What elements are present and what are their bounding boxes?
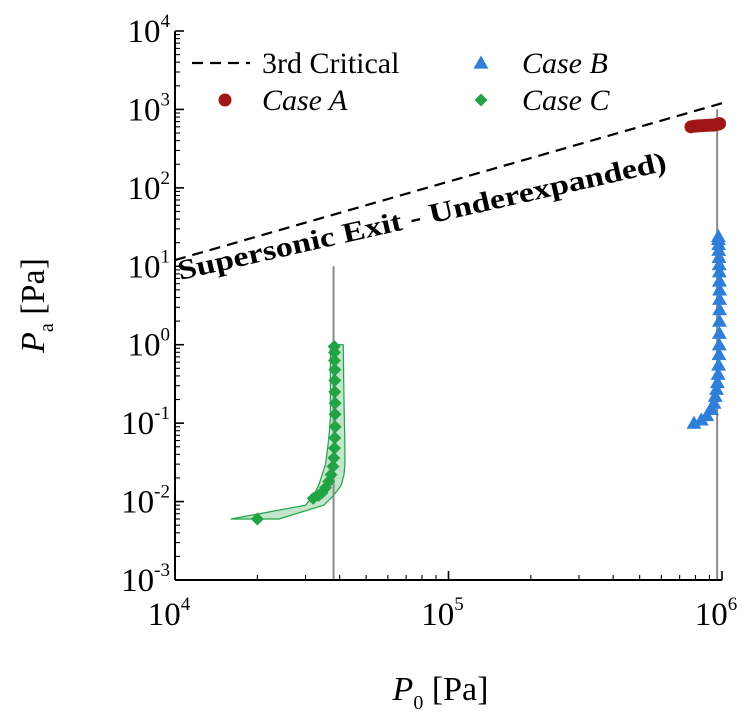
case-c-point	[328, 363, 342, 377]
case-b-point	[711, 257, 727, 271]
axis-labels-layer: 10-3 10-2 10-1 100 101 102 103 104 104 105 106 P0 […	[15, 11, 737, 714]
legend-swatch-triangle	[473, 55, 489, 69]
y-tick-label: 100	[128, 325, 171, 364]
y-axis-title: Pa [Pa]	[15, 258, 58, 354]
y-tick-label: 102	[128, 168, 171, 207]
case-a-point	[713, 117, 727, 131]
case-b-point	[709, 381, 725, 395]
case-b-point	[711, 249, 727, 263]
x-tick-label: 105	[421, 594, 464, 633]
y-tick-label: 10-2	[121, 482, 170, 521]
legend-label: 3rd Critical	[262, 47, 399, 80]
regime-annotation: Supersonic Exit - Underexpanded)	[175, 147, 670, 287]
case-b-point	[712, 291, 728, 305]
case-b-point	[707, 388, 723, 402]
ticks-layer	[174, 30, 723, 581]
case-c-point	[328, 353, 342, 367]
case-b-point	[711, 264, 727, 278]
y-tick-label: 10-3	[121, 560, 170, 599]
x-tick-label: 104	[148, 594, 191, 633]
third-critical-line	[174, 102, 723, 262]
case-c-point	[326, 460, 340, 474]
case-b-point	[710, 228, 726, 243]
legend-label: Case B	[522, 47, 608, 80]
case-b-point	[709, 375, 725, 389]
case-b-point	[706, 395, 722, 409]
case-c-point	[327, 451, 341, 465]
legend-layer: 3rd Critical Case A Case B Case C	[192, 47, 611, 117]
critical-line-layer	[174, 102, 723, 262]
case-c-point	[328, 373, 342, 387]
y-tick-label: 10-1	[121, 403, 170, 442]
case-c-series	[250, 339, 342, 526]
x-tick-label: 106	[695, 594, 738, 633]
case-b-point	[712, 273, 727, 287]
case-c-point	[328, 420, 342, 434]
y-tick-label: 101	[128, 246, 171, 285]
case-c-point	[328, 431, 342, 445]
axes-layer	[174, 31, 722, 581]
legend-entry-case-c: Case C	[474, 84, 611, 117]
case-c-point	[328, 396, 342, 410]
case-b-point	[712, 282, 728, 296]
case-b-point	[711, 337, 727, 351]
legend-label: Case A	[262, 84, 348, 117]
legend-label: Case C	[522, 84, 611, 117]
case-b-point	[711, 325, 727, 339]
x-axis-title: P0 [Pa]	[392, 671, 489, 714]
case-c-point	[328, 385, 342, 399]
y-tick-label: 104	[128, 11, 171, 50]
case-c-point	[328, 407, 342, 421]
case-c-point	[328, 441, 342, 455]
legend-swatch-diamond	[474, 93, 488, 107]
legend-entry-case-b: Case B	[473, 47, 608, 80]
legend-swatch-circle	[218, 93, 232, 107]
case-b-point	[712, 302, 728, 316]
series-layer	[250, 117, 728, 526]
case-b-point	[712, 313, 727, 327]
y-tick-label: 103	[128, 89, 171, 128]
legend-entry-3rd-critical: 3rd Critical	[192, 47, 399, 80]
legend-entry-case-a: Case A	[218, 84, 348, 117]
case-b-series	[686, 228, 728, 429]
case-a-series	[684, 117, 727, 134]
case-b-point	[711, 347, 727, 361]
case-b-point	[711, 357, 727, 371]
annotations-layer: Supersonic Exit - Underexpanded)	[175, 147, 670, 287]
case-b-point	[710, 366, 726, 380]
case-c-point	[250, 512, 264, 526]
case-c-point	[327, 339, 341, 353]
